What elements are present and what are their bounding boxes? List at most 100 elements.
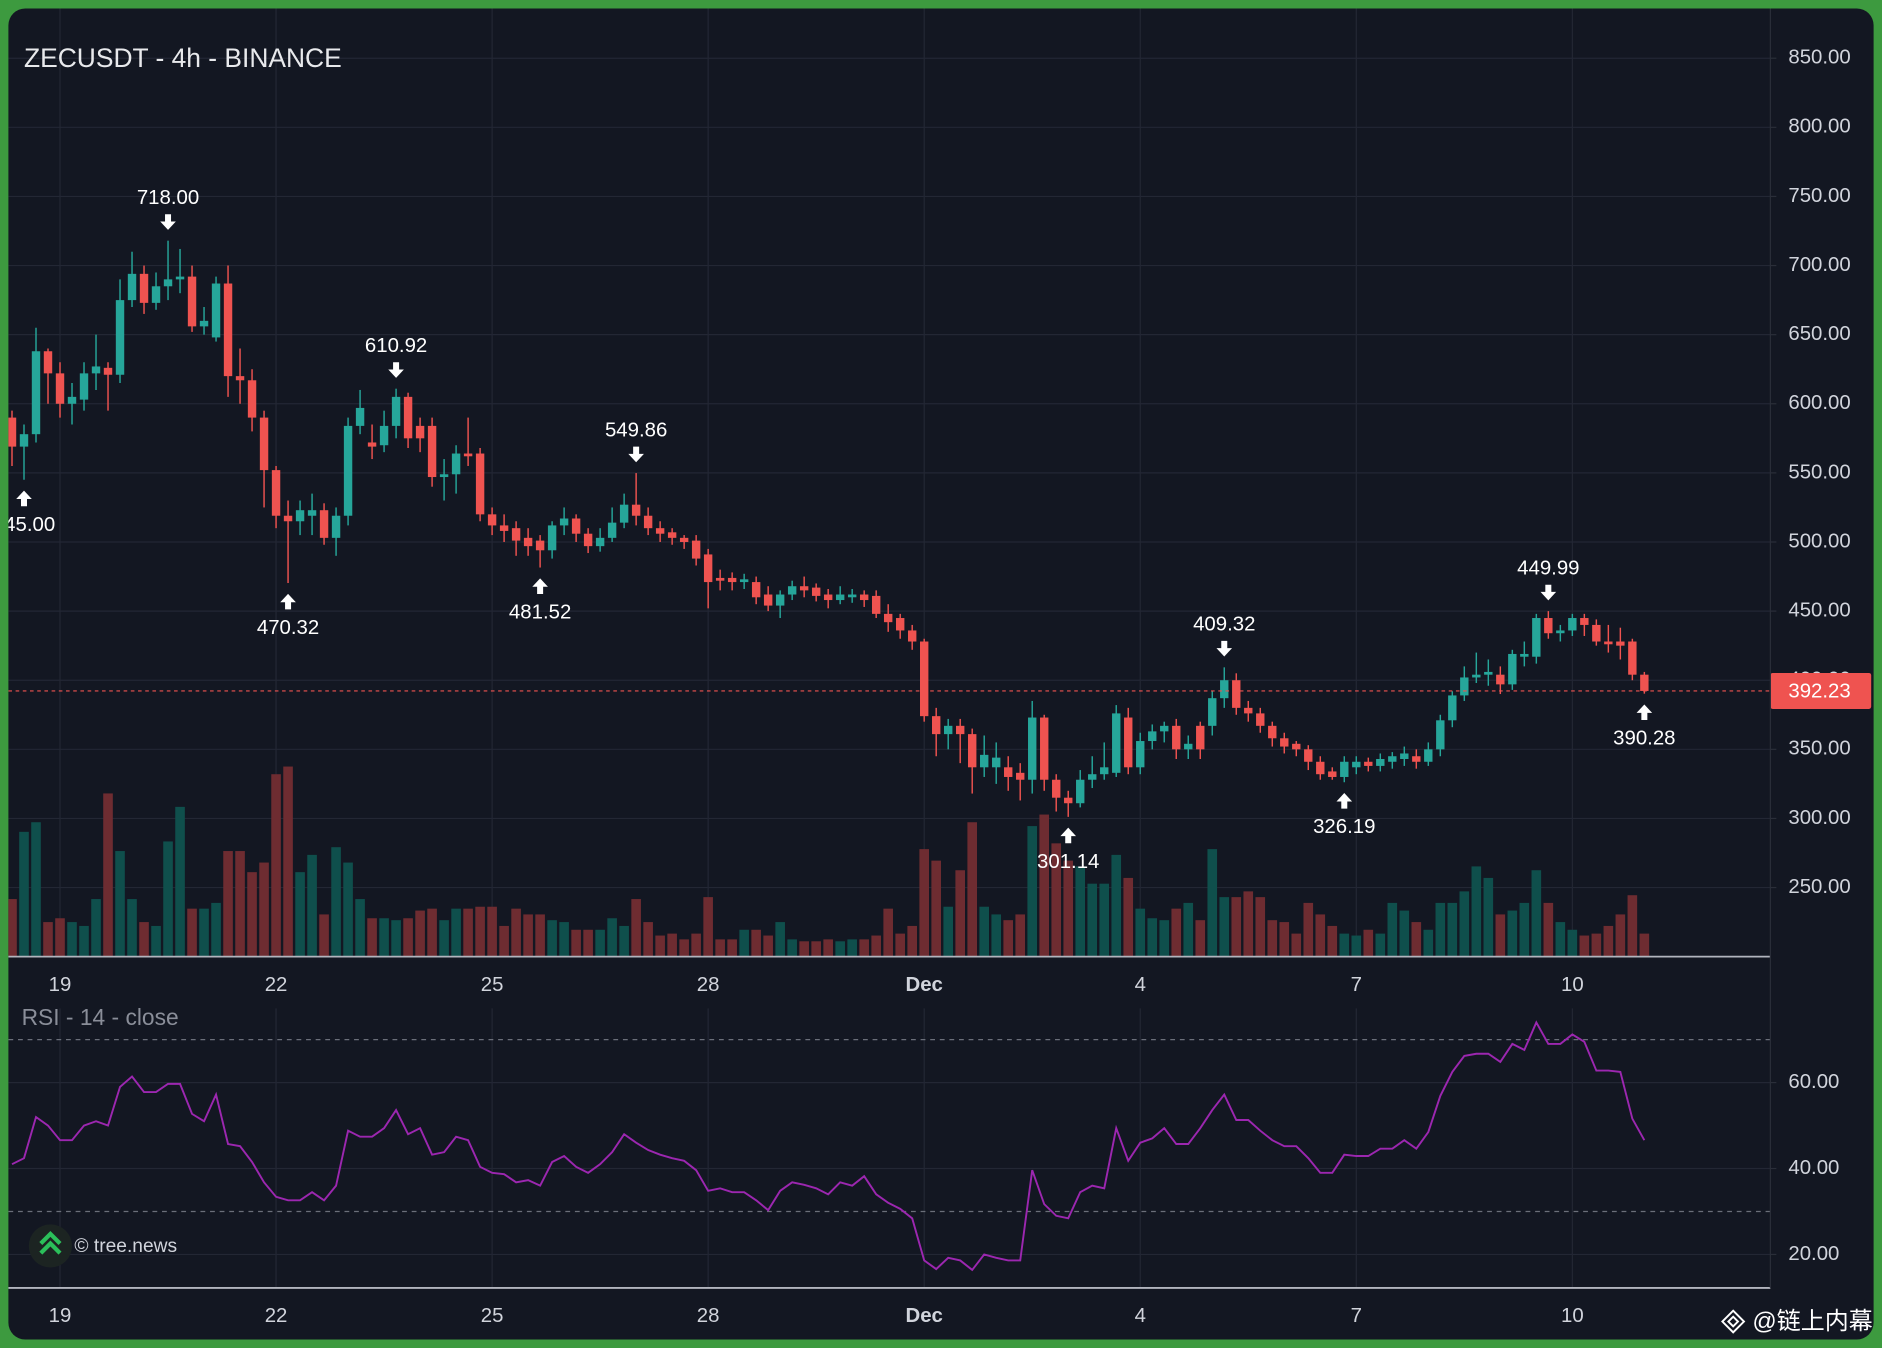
marker-label: 610.92 [365, 335, 427, 357]
volume-bar [1039, 814, 1050, 957]
volume-bar [355, 899, 365, 957]
candle-body [511, 528, 521, 541]
candle-body [103, 367, 113, 375]
marker-label: 326.19 [1313, 816, 1375, 838]
volume-bar [1399, 910, 1410, 957]
volume-bar [259, 862, 269, 957]
x-tick-label: 25 [481, 1305, 504, 1327]
candle-body [679, 537, 689, 542]
volume-bar [823, 939, 833, 957]
candle-body [1196, 725, 1205, 750]
candle-body [343, 425, 353, 516]
volume-bar [1387, 902, 1398, 957]
volume-bar [1135, 908, 1146, 957]
candle-body [295, 510, 305, 522]
volume-bar [91, 899, 101, 957]
candle-body [283, 515, 293, 522]
volume-bar [1507, 910, 1518, 957]
candle-body [235, 376, 245, 381]
candle-body [355, 407, 365, 426]
candle-body [1136, 741, 1145, 768]
x-tick-label: Dec [905, 974, 942, 996]
candle-body [187, 276, 197, 327]
volume-bar [415, 910, 425, 957]
volume-bar [271, 774, 281, 957]
volume-bar [379, 918, 389, 957]
volume-bar [235, 851, 245, 957]
candle-body [547, 525, 557, 551]
background [8, 8, 1874, 1340]
marker-arrow [628, 446, 644, 463]
candle-body [1532, 618, 1541, 657]
candle-body [223, 283, 233, 377]
candle-body [1016, 772, 1025, 780]
candle-body [379, 425, 389, 446]
candle-body [871, 595, 881, 614]
rsi-pane [8, 1008, 1771, 1288]
candle-body [1328, 771, 1337, 777]
candle-body [691, 540, 701, 559]
candle-body [907, 630, 917, 642]
candle-body [1268, 725, 1277, 739]
candle-body [1376, 759, 1385, 766]
y-tick-label: 750.00 [1788, 185, 1850, 207]
marker-arrow [532, 578, 548, 594]
marker-arrow [1540, 584, 1557, 601]
volume-bar [31, 822, 41, 957]
candle-body [751, 582, 761, 598]
volume-bar [907, 925, 917, 957]
volume-bar [811, 941, 821, 957]
y-tick-label: 600.00 [1788, 392, 1850, 414]
price-pane: 718.00 610.92 549.86 409.32 449.99 545.00 470.… [0, 8, 1771, 957]
y-tick-label: 700.00 [1788, 254, 1850, 276]
candle-body [91, 366, 101, 374]
candle-body [1052, 779, 1061, 798]
y-tick-label: 550.00 [1788, 461, 1850, 483]
candle-body [307, 510, 317, 516]
volume-bar [763, 935, 773, 957]
marker-label: 545.00 [0, 514, 55, 536]
volume-bar [943, 906, 954, 957]
candle-body [1364, 761, 1373, 766]
candle-body [919, 641, 929, 717]
volume-bar [979, 906, 990, 957]
volume-bar [883, 908, 893, 957]
volume-bar [1615, 914, 1626, 957]
volume-bar [1207, 849, 1218, 957]
candle-body [643, 515, 653, 529]
volume-bar [1267, 920, 1278, 957]
marker-label: 470.32 [257, 617, 319, 639]
volume-bar [103, 793, 113, 957]
volume-bar [955, 870, 966, 957]
candle-body [499, 525, 509, 531]
candle-body [403, 396, 413, 439]
volume-bar [127, 899, 137, 957]
volume-bar [1327, 925, 1338, 957]
candle-body [139, 273, 149, 303]
y-tick-label: 800.00 [1788, 116, 1850, 138]
volume-bar [367, 918, 377, 957]
volume-bar [1219, 897, 1230, 957]
volume-bar [1543, 902, 1554, 957]
volume-bar [1567, 929, 1578, 957]
volume-bar [487, 906, 497, 957]
tree-news-logo [28, 1224, 73, 1268]
volume-bar [631, 899, 641, 957]
x-tick-label: 22 [265, 1305, 288, 1327]
candle-body [559, 518, 569, 526]
volume-bar [1591, 933, 1602, 957]
volume-bar [8, 899, 17, 957]
candle-body [1520, 653, 1529, 657]
candle-body [1496, 674, 1505, 685]
x-tick-label: Dec [905, 1305, 942, 1327]
candle-body [1088, 774, 1097, 780]
volume-bar [775, 922, 785, 957]
volume-bar [643, 922, 653, 957]
marker-label: 549.86 [605, 419, 667, 441]
candle-body [595, 537, 605, 547]
candle-body [415, 425, 425, 439]
volume-bar [931, 860, 941, 957]
x-tick-label: 4 [1135, 1305, 1146, 1327]
volume-bar [571, 929, 581, 957]
